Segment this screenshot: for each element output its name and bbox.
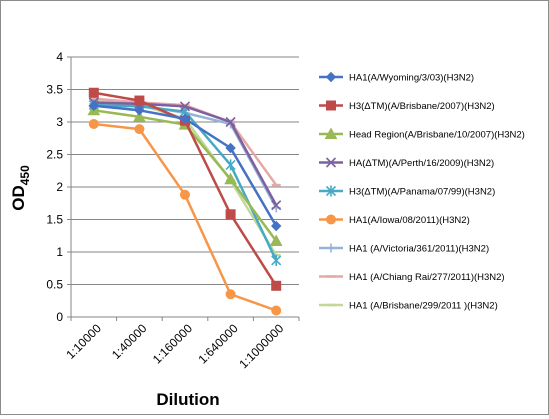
data-point (225, 116, 236, 128)
y-axis-title-subscript: 450 (18, 165, 32, 185)
data-point-stroke (325, 157, 337, 168)
series-group (88, 118, 282, 316)
legend-item: HA(ΔTM)(A/Perth/16/2009)(H3N2) (319, 157, 494, 169)
legend-item: HA1 (A/Victoria/361/2011)(H3N2) (319, 243, 489, 255)
y-axis-title-main: OD (9, 185, 28, 211)
data-point (133, 110, 146, 122)
data-point (326, 100, 336, 111)
data-point (224, 172, 237, 185)
x-axis-title: Dilution (156, 390, 219, 409)
data-point (325, 185, 337, 197)
data-point (88, 100, 100, 111)
legend-item: HA1 (A/Brisbane/299/2011 )(H3N2) (319, 301, 498, 312)
data-point-stroke (225, 116, 236, 128)
legend-item: HA1(A/Iowa/08/2011)(H3N2) (319, 214, 470, 226)
legend-item: HA1(A/Wyoming/3/03)(H3N2) (319, 71, 474, 84)
series-lines (87, 87, 283, 316)
data-point (271, 200, 282, 211)
legend: HA1(A/Wyoming/3/03)(H3N2) H3(ΔTM)(A/Brisb… (319, 71, 525, 312)
legend-label: HA1(A/Iowa/08/2011)(H3N2) (349, 215, 470, 226)
y-tick-label: 2 (56, 180, 63, 194)
data-point (324, 127, 338, 139)
data-point (179, 113, 191, 124)
series-group (88, 100, 282, 232)
data-point (271, 280, 282, 291)
y-axis-title: OD450 (9, 165, 32, 211)
y-tick-label: 1 (56, 245, 63, 259)
y-tick-label: 0.5 (46, 278, 63, 292)
y-tick-label: 3.5 (46, 83, 63, 97)
axes (67, 56, 300, 321)
series-line (93, 109, 278, 242)
x-tick-label: 1:10000 (63, 321, 104, 362)
legend-item: Head Region(A/Brisbane/10/2007)(H3N2) (319, 127, 525, 141)
data-point (271, 305, 282, 316)
legend-label: HA1 (A/Chiang Rai/277/2011)(H3N2) (349, 272, 505, 283)
legend-label: HA1 (A/Victoria/361/2011)(H3N2) (349, 244, 489, 255)
legend-item: H3(ΔTM)(A/Brisbane/2007)(H3N2) (319, 100, 495, 112)
data-point (134, 105, 145, 116)
data-point (225, 209, 236, 220)
data-point-stroke (271, 200, 282, 211)
legend-label: HA1 (A/Brisbane/299/2011 )(H3N2) (349, 301, 498, 312)
legend-label: HA(ΔTM)(A/Perth/16/2009)(H3N2) (349, 158, 494, 169)
x-tick-label: 1:1000000 (236, 321, 286, 371)
legend-label: Head Region(A/Brisbane/10/2007)(H3N2) (349, 130, 525, 141)
data-point (269, 234, 283, 246)
data-point-stroke (179, 101, 191, 112)
y-tick-label: 3 (56, 115, 63, 129)
data-point (180, 189, 190, 200)
series-line (93, 122, 277, 312)
data-point (270, 220, 282, 232)
y-tick-label: 1.5 (46, 213, 63, 227)
x-tick-label: 1:160000 (150, 321, 196, 367)
data-point (179, 101, 191, 112)
data-point (325, 157, 337, 168)
data-point (134, 95, 145, 106)
data-point (88, 87, 99, 98)
y-tick-label: 2.5 (46, 148, 63, 162)
tick-labels: 00.511.522.533.541:10000 1:40000 1:160000 1… (46, 50, 286, 371)
data-point (134, 124, 145, 135)
legend-label: H3(ΔTM)(A/Panama/07/99)(H3N2) (349, 187, 495, 198)
legend-item: HA1 (A/Chiang Rai/277/2011)(H3N2) (319, 272, 505, 283)
x-tick-label: 1:40000 (109, 321, 150, 362)
legend-label: H3(ΔTM)(A/Brisbane/2007)(H3N2) (349, 101, 495, 112)
x-tick-label: 1:640000 (195, 321, 241, 367)
y-tick-label: 4 (56, 50, 63, 64)
legend-label: HA1(A/Wyoming/3/03)(H3N2) (349, 73, 474, 84)
data-point (225, 289, 236, 300)
data-point (225, 159, 236, 171)
data-point (326, 243, 336, 253)
legend-item: H3(ΔTM)(A/Panama/07/99)(H3N2) (319, 185, 495, 198)
data-point (325, 71, 337, 83)
data-point (88, 118, 99, 129)
data-point (271, 254, 282, 266)
y-tick-label: 0 (56, 310, 63, 324)
data-point (225, 142, 236, 154)
data-point (326, 214, 336, 225)
